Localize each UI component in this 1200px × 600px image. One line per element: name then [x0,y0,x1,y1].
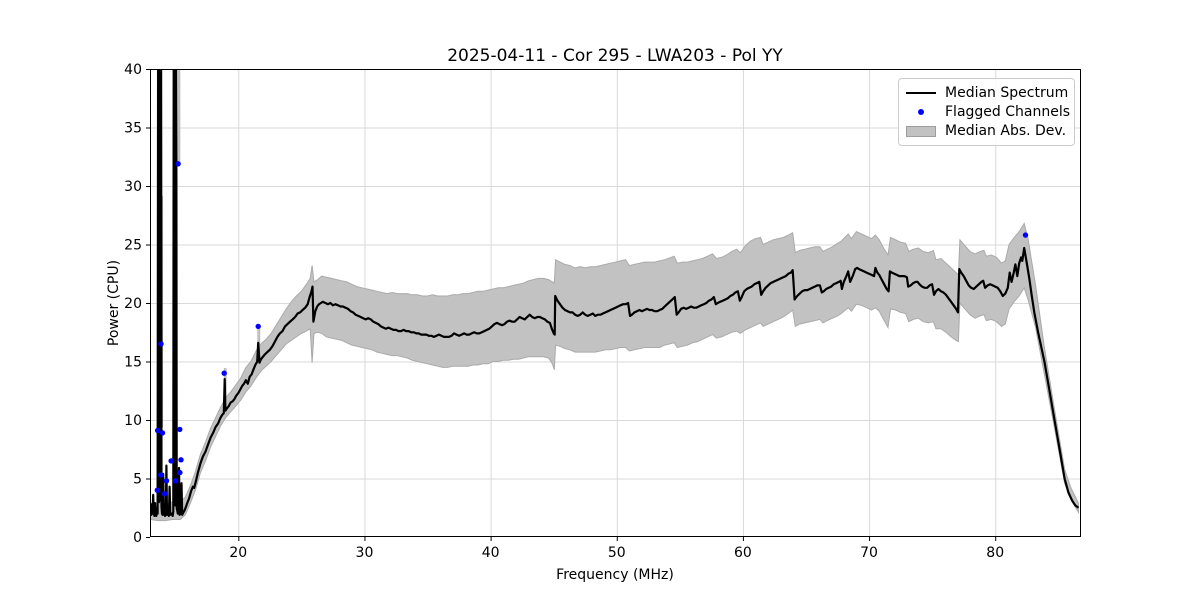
mad-spike [177,69,181,164]
y-tick-label: 15 [124,355,142,371]
flagged-channel-dot [158,341,164,347]
y-axis-label: Power (CPU) [106,260,122,346]
flagged-channel-dot [163,478,170,484]
x-tick-label: 60 [734,545,752,561]
flagged-channel-dot [1022,232,1029,238]
legend-label: Median Abs. Dev. [945,123,1067,140]
y-tick-label: 10 [124,413,142,429]
legend-item-median-abs-dev: Median Abs. Dev. [905,122,1068,141]
y-tick-label: 30 [124,179,142,195]
x-tick-label: 80 [986,545,1004,561]
flagged-channel-dot [161,491,168,497]
median-spectrum-line [150,69,1080,517]
y-tick-label: 5 [133,472,142,488]
flagged-channel-dot [159,430,166,436]
x-tick-label: 20 [229,545,247,561]
flagged-channel-dot [154,427,161,434]
mad-patch-swatch [905,125,937,137]
x-tick-label: 40 [482,545,500,561]
flagged-channel-dot [154,487,160,493]
legend-item-median-spectrum: Median Spectrum [905,83,1068,102]
flagged-channel-dot [221,370,227,376]
x-tick-label: 30 [356,545,374,561]
median-line-swatch [905,91,937,94]
legend: Median Spectrum Flagged Channels Median … [898,78,1075,146]
flagged-channel-dot [168,458,174,464]
flagged-channel-dot [177,426,183,433]
mad-band [150,222,1079,522]
x-axis-label: Frequency (MHz) [556,567,674,583]
legend-label: Flagged Channels [945,103,1071,120]
plot-border [150,69,1081,537]
y-tick-label: 35 [124,121,142,137]
flagged-dot-swatch [905,108,937,115]
flagged-channel-dot [255,323,261,330]
chart-title: 2025-04-11 - Cor 295 - LWA203 - Pol YY [447,46,783,66]
y-tick-label: 25 [124,238,142,254]
y-tick-label: 20 [124,296,142,312]
flagged-channel-dot [175,161,181,167]
flagged-channel-dot [172,478,179,484]
x-tick-label: 50 [608,545,626,561]
y-tick-label: 0 [133,530,142,546]
x-tick-label: 70 [860,545,878,561]
legend-label: Median Spectrum [945,84,1069,101]
y-tick-label: 40 [124,62,142,78]
flagged-channel-dot [178,457,184,463]
legend-item-flagged-channels: Flagged Channels [905,102,1071,121]
flagged-channel-dot [158,472,164,478]
flagged-channel-dot [177,469,183,476]
